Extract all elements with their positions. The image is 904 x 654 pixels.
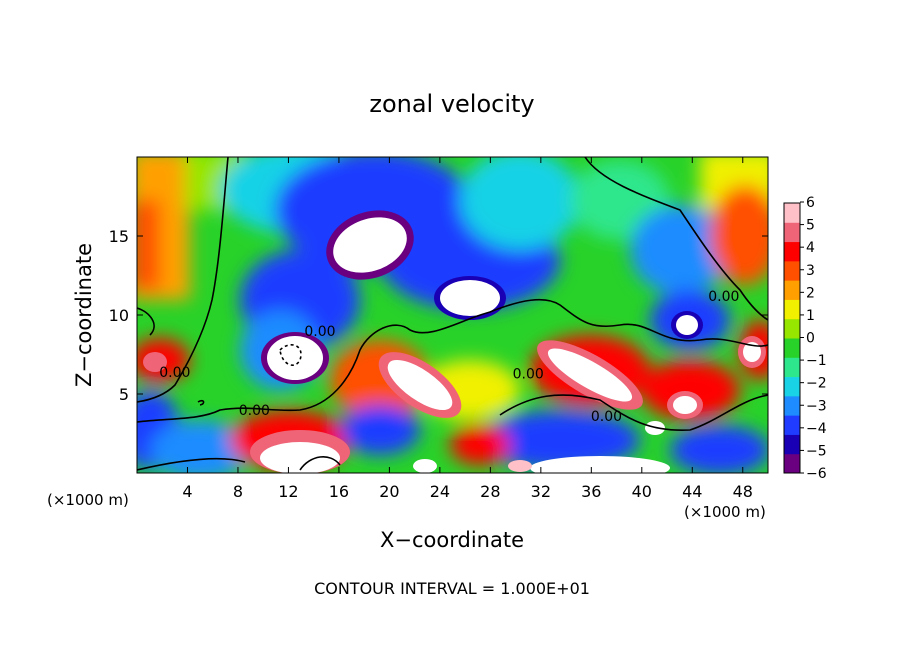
field-blob [460, 157, 580, 250]
colorbar-tick-label: 6 [806, 195, 815, 211]
contour-line [137, 457, 246, 471]
field-blob [673, 396, 697, 414]
x-tick-label: 24 [430, 482, 450, 501]
colorbar-swatch [784, 280, 800, 300]
contour-line [137, 307, 155, 336]
contour-line [584, 157, 768, 321]
y-tick-label: 15 [109, 227, 129, 246]
field-blob [260, 442, 340, 473]
y-axis: 5 10 15 [109, 227, 768, 404]
field-blob [676, 315, 698, 335]
field-blob [630, 205, 730, 295]
colorbar-swatch [784, 203, 800, 223]
colorbar-swatch [784, 260, 800, 281]
contour-line [137, 157, 229, 403]
contour-label: 0.00 [513, 366, 544, 382]
field-blob [530, 456, 670, 473]
field-blob [137, 200, 160, 290]
contour-label: 0.00 [591, 409, 622, 425]
x-tick-label: 40 [632, 482, 652, 501]
field-blob [547, 348, 633, 402]
colorbar-tick-label: 0 [806, 331, 815, 347]
x-tick-label: 48 [733, 482, 753, 501]
field-blob [267, 336, 323, 380]
field-blob [450, 425, 510, 465]
colorbar-swatch [784, 434, 800, 455]
contour-line [197, 399, 205, 406]
contour-interval-footer: CONTOUR INTERVAL = 1.000E+01 [314, 579, 590, 598]
contour-label: 0.00 [239, 403, 270, 419]
x-axis: 4 8 12 16 20 24 28 32 36 40 44 48 [182, 157, 753, 501]
colorbar-tick-label: −4 [806, 421, 827, 437]
x-tick-label: 4 [182, 482, 192, 501]
x-tick-label: 28 [480, 482, 500, 501]
x-tick-label: 44 [682, 482, 702, 501]
colorbar-swatch [784, 241, 800, 262]
x-tick-label: 8 [233, 482, 243, 501]
contour-label: 0.00 [304, 324, 335, 340]
x-tick-label: 16 [329, 482, 349, 501]
x-tick-label: 20 [379, 482, 399, 501]
field-blob [387, 359, 453, 411]
x-unit-left: (×1000 m) [47, 491, 129, 509]
y-tick-label: 5 [119, 385, 129, 404]
contour-line [299, 456, 341, 471]
x-axis-label: X−coordinate [380, 528, 524, 552]
colorbar-tick-label: 2 [806, 285, 815, 301]
field-blob [508, 460, 532, 472]
colorbar-tick-label: 5 [806, 218, 815, 234]
y-axis-label: Z−coordinate [72, 243, 96, 387]
colorbar-tick-label: −5 [806, 443, 827, 459]
colorbar-swatch [784, 357, 800, 378]
contour-lines [137, 157, 768, 471]
colorbar-tick-label: 3 [806, 263, 815, 279]
colorbar-swatch [784, 299, 800, 320]
colorbar-tick-label: −3 [806, 398, 827, 414]
colorbar: 6 5 4 3 2 1 0 −1 −2 −3 −4 −5 −6 [783, 195, 827, 482]
field-blob [743, 342, 761, 362]
field-blob [640, 360, 740, 420]
colorbar-swatch [784, 338, 800, 358]
field-blob [143, 352, 167, 372]
colorbar-swatch [784, 376, 800, 397]
field-blob [670, 425, 768, 473]
colorbar-swatch [784, 453, 800, 474]
colorbar-swatch [784, 318, 800, 339]
colorbar-tick-label: 1 [806, 308, 815, 324]
field-blob [440, 280, 500, 316]
contour-label: 0.00 [708, 289, 739, 305]
chart-title: zonal velocity [369, 90, 534, 118]
x-tick-label: 12 [278, 482, 298, 501]
contour-line [499, 394, 768, 431]
field-blob [480, 410, 640, 470]
field-blob [340, 405, 420, 455]
x-tick-label: 32 [531, 482, 551, 501]
field-blob [710, 185, 768, 285]
field-blob [150, 420, 250, 473]
colorbar-tick-label: 4 [806, 240, 815, 256]
field-blob [413, 459, 437, 473]
colorbar-swatch [784, 395, 800, 416]
colorbar-tick-label: −6 [806, 466, 827, 482]
field-blob [333, 217, 407, 273]
colorbar-tick-label: −1 [806, 353, 827, 369]
contour-label: 0.00 [159, 365, 190, 381]
colorbar-swatch [784, 415, 800, 435]
y-tick-label: 10 [109, 306, 129, 325]
contour-labels: 0.00 0.00 0.00 0.00 0.00 0.00 [159, 289, 739, 425]
x-unit-right: (×1000 m) [684, 503, 766, 521]
colorbar-swatch [784, 222, 800, 243]
colorbar-tick-label: −2 [806, 376, 827, 392]
velocity-field [137, 157, 768, 473]
contour-line [137, 298, 768, 423]
x-tick-label: 36 [581, 482, 601, 501]
